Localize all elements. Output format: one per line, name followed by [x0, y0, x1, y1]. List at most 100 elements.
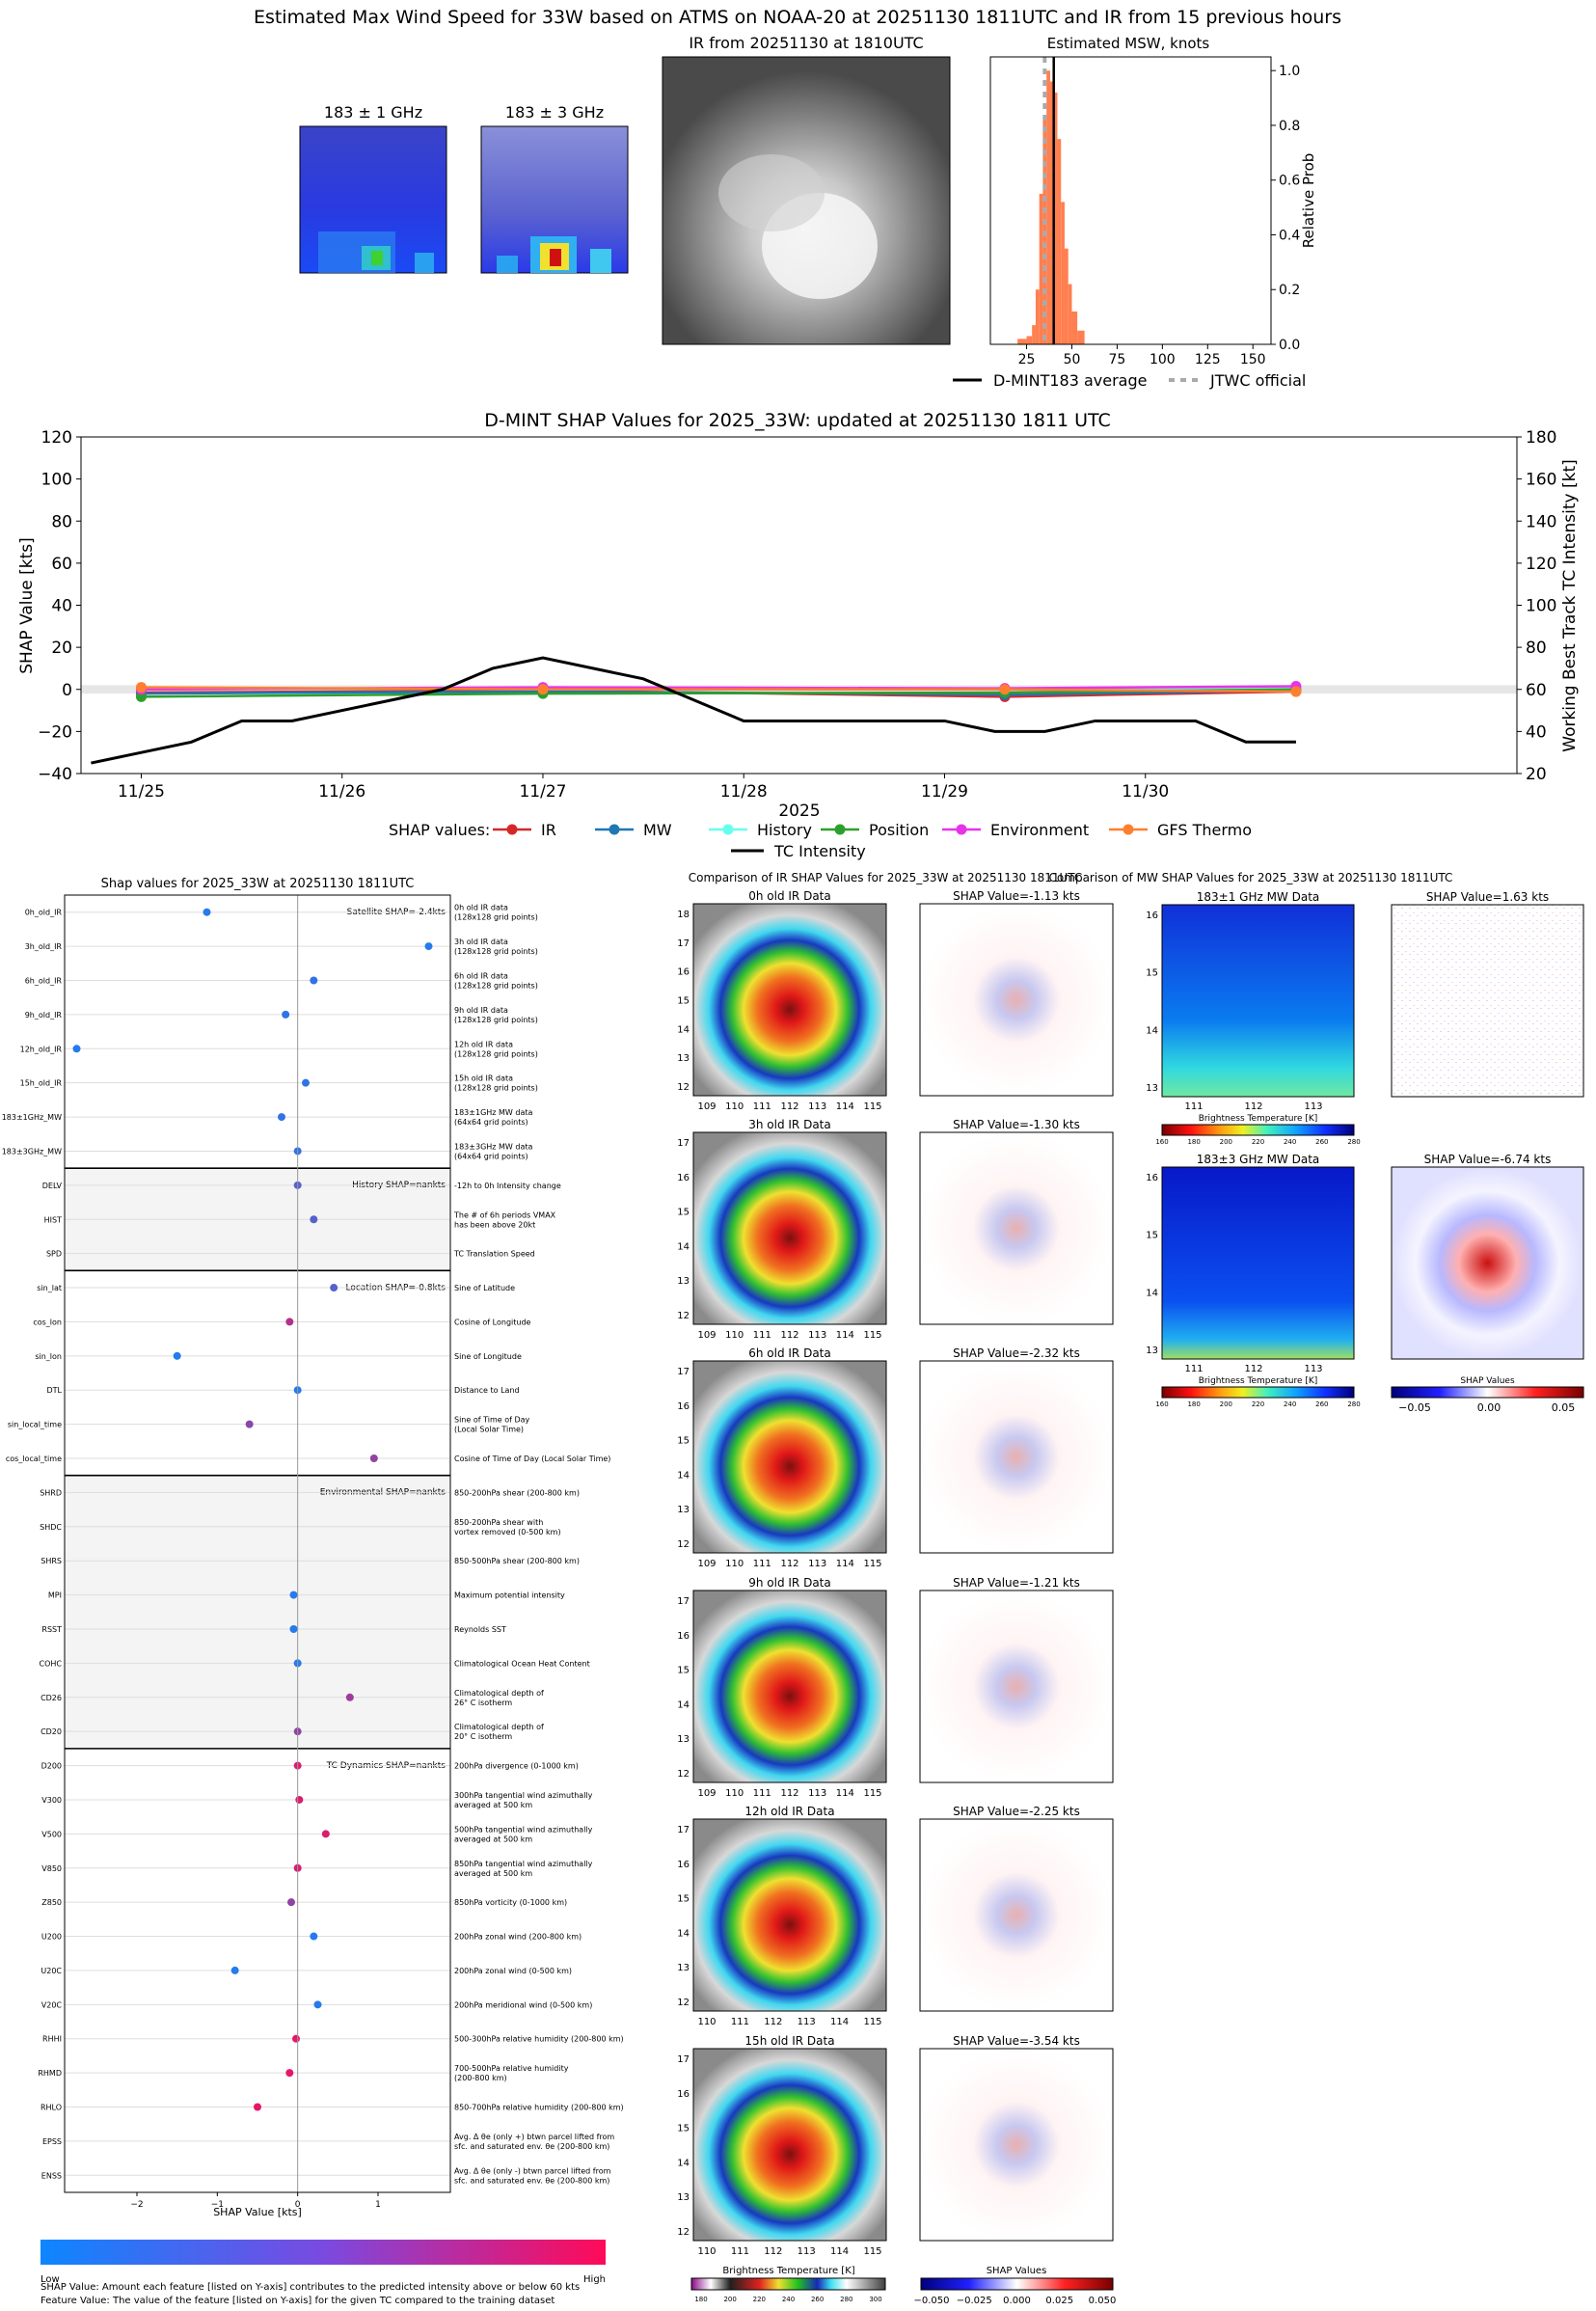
- feature-desc: (128x128 grid points): [454, 1084, 538, 1093]
- shap-timeseries: D-MINT SHAP Values for 2025_33W: updated…: [17, 410, 1580, 860]
- hist-xtick-label: 100: [1150, 352, 1176, 367]
- ir-data-title: 9h old IR Data: [748, 1576, 831, 1590]
- feature-desc: (200-800 km): [454, 2074, 507, 2082]
- hist-bar: [1053, 92, 1058, 345]
- ts-y2tick-label: 100: [1526, 597, 1556, 616]
- feature-name: 15h_old_IR: [20, 1079, 63, 1088]
- series-point: [1290, 686, 1302, 697]
- feature-desc: Climatological depth of: [454, 1723, 544, 1731]
- legend-swatch-dot: [722, 824, 734, 835]
- ir-shap-title: SHAP Value=-3.54 kts: [953, 2034, 1080, 2048]
- feature-desc: -12h to 0h Intensity change: [454, 1182, 561, 1190]
- ir-shap-image: [919, 903, 1114, 1097]
- feature-desc: 3h old IR data: [454, 938, 508, 946]
- ir-ytick-label: 14: [677, 1470, 690, 1481]
- ir-shap-title: SHAP Value=-2.32 kts: [953, 1346, 1080, 1360]
- ir-ytick-label: 15: [677, 1208, 690, 1218]
- feature-desc: (Local Solar Time): [454, 1426, 524, 1434]
- ir-shap-title: SHAP Value=-1.30 kts: [953, 1118, 1080, 1131]
- ir-xtick-label: 113: [798, 2017, 816, 2027]
- feature-name: Z850: [41, 1898, 62, 1907]
- ir-data-title: 15h old IR Data: [744, 2034, 834, 2048]
- bee-xtick-label: −1: [211, 2200, 224, 2210]
- hist-bar: [1071, 311, 1078, 344]
- ir-shap-cbar-tick: −0.050: [913, 2296, 949, 2306]
- hist-ytick-label: 1.0: [1279, 64, 1300, 79]
- feature-desc: Sine of Latitude: [454, 1284, 515, 1292]
- feature-desc: 850-700hPa relative humidity (200-800 km…: [454, 2104, 624, 2112]
- intensity-line: [91, 656, 1296, 765]
- shap-summary-plot: Shap values for 2025_33W at 20251130 181…: [2, 877, 624, 2218]
- feature-desc: Climatological Ocean Heat Content: [454, 1659, 590, 1668]
- mw-data-title: 183±1 GHz MW Data: [1197, 890, 1320, 904]
- shap-point: [285, 2069, 294, 2078]
- ir-xtick-label: 111: [753, 1559, 771, 1569]
- ir-xtick-label: 113: [808, 1788, 826, 1799]
- feature-name: CD26: [41, 1694, 62, 1702]
- feature-name: cos_local_time: [6, 1455, 62, 1463]
- ir-ytick-label: 16: [677, 1860, 690, 1870]
- ts-xlabel: 2025: [778, 802, 820, 821]
- feature-name: 6h_old_IR: [25, 976, 63, 985]
- series-point: [537, 684, 549, 695]
- mw-cbar-tick: 280: [1347, 1400, 1360, 1408]
- hist-bar: [1077, 330, 1085, 344]
- ir-xtick-label: 111: [731, 2246, 749, 2257]
- ir-cbar-tick: 260: [811, 2296, 824, 2303]
- feature-name: sin_local_time: [8, 1421, 62, 1429]
- ts-legend-title: SHAP values:: [389, 821, 490, 839]
- feature-desc: Sine of Time of Day: [454, 1416, 530, 1425]
- ts-ytick-label: −40: [38, 765, 72, 784]
- ir-ytick-label: 14: [677, 1241, 690, 1252]
- mw-shap-image: [1391, 904, 1584, 1098]
- feature-desc: (128x128 grid points): [454, 981, 538, 990]
- footnote-1: SHAP Value: Amount each feature [listed …: [41, 2282, 580, 2293]
- mw-cbar-tick: 160: [1155, 1138, 1168, 1146]
- ir-xtick-label: 114: [830, 2017, 849, 2027]
- ir-data-image: [692, 2048, 887, 2242]
- mw-panel-title: Comparison of MW SHAP Values for 2025_33…: [1049, 871, 1453, 884]
- feature-desc: 200hPa zonal wind (200-800 km): [454, 1933, 582, 1942]
- feature-desc: 12h old IR data: [454, 1040, 513, 1048]
- mw1-title: 183 ± 1 GHz: [324, 103, 422, 122]
- mw-cbar-tick: 200: [1220, 1138, 1232, 1146]
- hist-bar: [1046, 70, 1050, 344]
- ir-xtick-label: 110: [725, 1788, 744, 1799]
- bee-xtick-label: 0: [295, 2200, 301, 2210]
- feature-desc: 183±3GHz MW data: [454, 1142, 532, 1151]
- feature-desc: 20° C isotherm: [454, 1732, 512, 1741]
- ir-ytick-label: 12: [677, 1311, 690, 1321]
- mw-ytick-label: 14: [1146, 1288, 1158, 1298]
- feature-name: 183±3GHz_MW: [2, 1147, 62, 1156]
- ir-shap-cbar-tick: 0.050: [1089, 2296, 1117, 2306]
- ir-xtick-label: 111: [753, 1101, 771, 1112]
- mw-data-image: [1161, 1166, 1355, 1360]
- feature-name: DELV: [42, 1182, 63, 1190]
- ts-xtick-label: 11/29: [921, 782, 968, 802]
- ir-ytick-label: 13: [677, 2192, 690, 2203]
- feature-desc: 9h old IR data: [454, 1006, 508, 1015]
- ts-xtick-label: 11/30: [1122, 782, 1169, 802]
- feature-desc: TC Translation Speed: [453, 1250, 535, 1259]
- feature-desc: sfc. and saturated env. θe (200-800 km): [454, 2176, 609, 2185]
- ir-ytick-label: 12: [677, 1998, 690, 2008]
- feature-desc: averaged at 500 km: [454, 1801, 532, 1809]
- feature-name: COHC: [40, 1659, 63, 1668]
- feature-desc: Avg. Δ θe (only +) btwn parcel lifted fr…: [454, 2133, 614, 2141]
- ir-xtick-label: 111: [753, 1788, 771, 1799]
- ts-ylabel: SHAP Value [kts]: [17, 537, 37, 674]
- mw-shap-cbar-label: SHAP Values: [1460, 1376, 1515, 1386]
- feature-name: RHHI: [42, 2035, 62, 2044]
- ir-cbar-tick: 220: [753, 2296, 766, 2303]
- feature-desc: 700-500hPa relative humidity: [454, 2064, 569, 2073]
- mw-xtick-label: 113: [1304, 1364, 1322, 1374]
- bee-frame: [64, 894, 451, 2193]
- mw-shap-title: SHAP Value=1.63 kts: [1426, 890, 1549, 904]
- shap-point: [289, 1591, 298, 1599]
- ir-ytick-label: 16: [677, 2089, 690, 2100]
- ir-xtick-label: 112: [780, 1330, 798, 1341]
- ir-cbar-tick: 300: [869, 2296, 881, 2303]
- hist-legend: D-MINT183 average JTWC official: [953, 371, 1306, 390]
- mw-ytick-label: 13: [1146, 1346, 1158, 1356]
